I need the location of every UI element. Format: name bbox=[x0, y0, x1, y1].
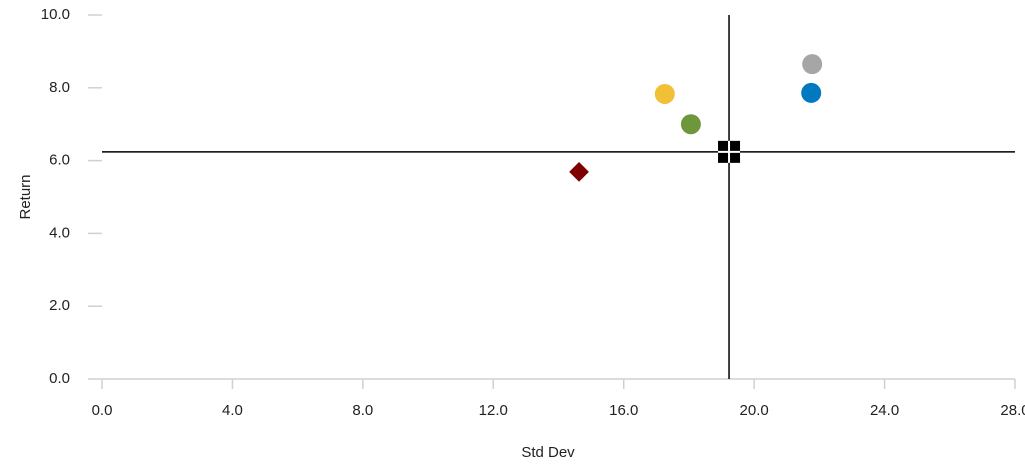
y-tick-label: 4.0 bbox=[49, 224, 70, 241]
x-tick-label: 4.0 bbox=[222, 402, 243, 419]
point bbox=[802, 54, 823, 75]
point bbox=[654, 83, 675, 104]
point bbox=[801, 82, 822, 103]
point bbox=[680, 114, 701, 135]
x-tick-label: 12.0 bbox=[479, 402, 508, 419]
point bbox=[569, 161, 589, 182]
x-tick-label: 28.0 bbox=[1000, 402, 1025, 419]
x-tick-label: 24.0 bbox=[870, 402, 899, 419]
y-tick-label: 8.0 bbox=[49, 79, 70, 96]
x-axis-label: Std Dev bbox=[521, 444, 575, 461]
x-tick-label: 16.0 bbox=[609, 402, 638, 419]
x-tick-label: 20.0 bbox=[740, 402, 769, 419]
x-tick-label: 0.0 bbox=[92, 402, 113, 419]
y-tick-label: 10.0 bbox=[41, 6, 70, 23]
y-tick-label: 0.0 bbox=[49, 370, 70, 387]
x-tick-label: 8.0 bbox=[352, 402, 373, 419]
y-tick-label: 6.0 bbox=[49, 152, 70, 169]
y-tick-label: 2.0 bbox=[49, 297, 70, 314]
y-axis-label: Return bbox=[17, 174, 34, 219]
